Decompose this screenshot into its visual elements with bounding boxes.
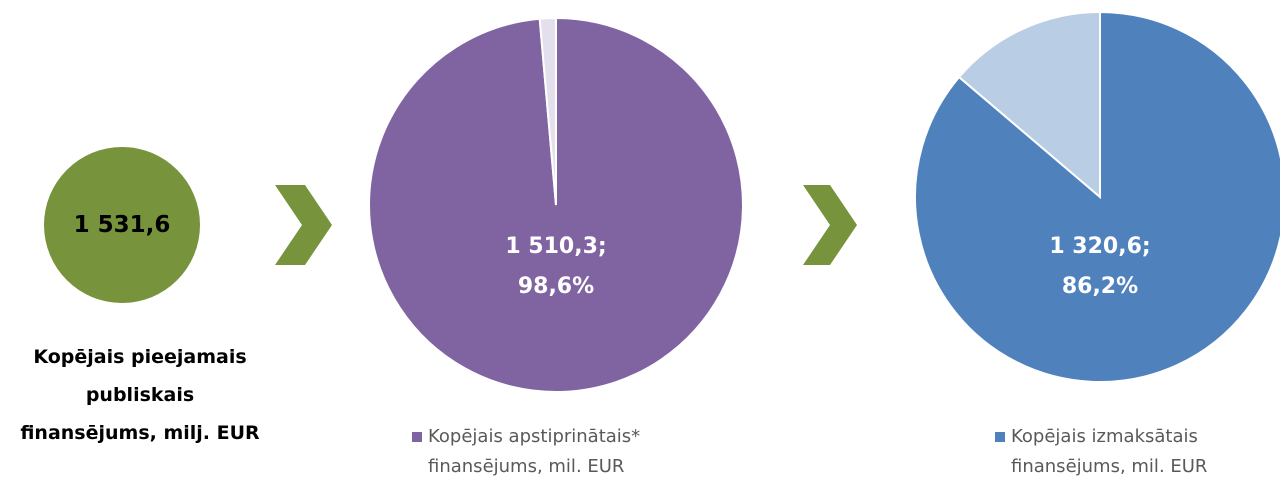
pie-slice: [538, 16, 557, 206]
arrow: [275, 185, 332, 265]
legend: Kopējais izmaksātais finansējums, mil. E…: [995, 422, 1265, 482]
legend-swatch: [995, 432, 1005, 442]
data-label: 1 320,6; 86,2%: [1049, 227, 1150, 307]
data-label: 1 531,6: [74, 205, 171, 245]
data-label-line: 98,6%: [517, 274, 595, 299]
legend-swatch: [412, 432, 422, 442]
data-label: 1 510,3; 98,6%: [505, 227, 606, 307]
caption: Kopējais pieejamais publiskais finansēju…: [20, 346, 260, 444]
pie-slice: [957, 10, 1101, 200]
data-label-line: 1 320,6;: [1049, 234, 1151, 259]
pie-slice: [44, 147, 200, 303]
legend: Kopējais apstiprinātais* finansējums, mi…: [412, 422, 712, 482]
arrow: [803, 185, 857, 265]
data-label-line: 1 510,3;: [505, 234, 607, 259]
data-label-line: 86,2%: [1061, 274, 1139, 299]
pie-slice: [914, 10, 1280, 383]
legend-label: Kopējais izmaksātais finansējums, mil. E…: [1011, 426, 1208, 477]
legend-label: Kopējais apstiprinātais* finansējums, mi…: [428, 426, 641, 477]
data-label-line: 1 531,6: [73, 212, 171, 238]
